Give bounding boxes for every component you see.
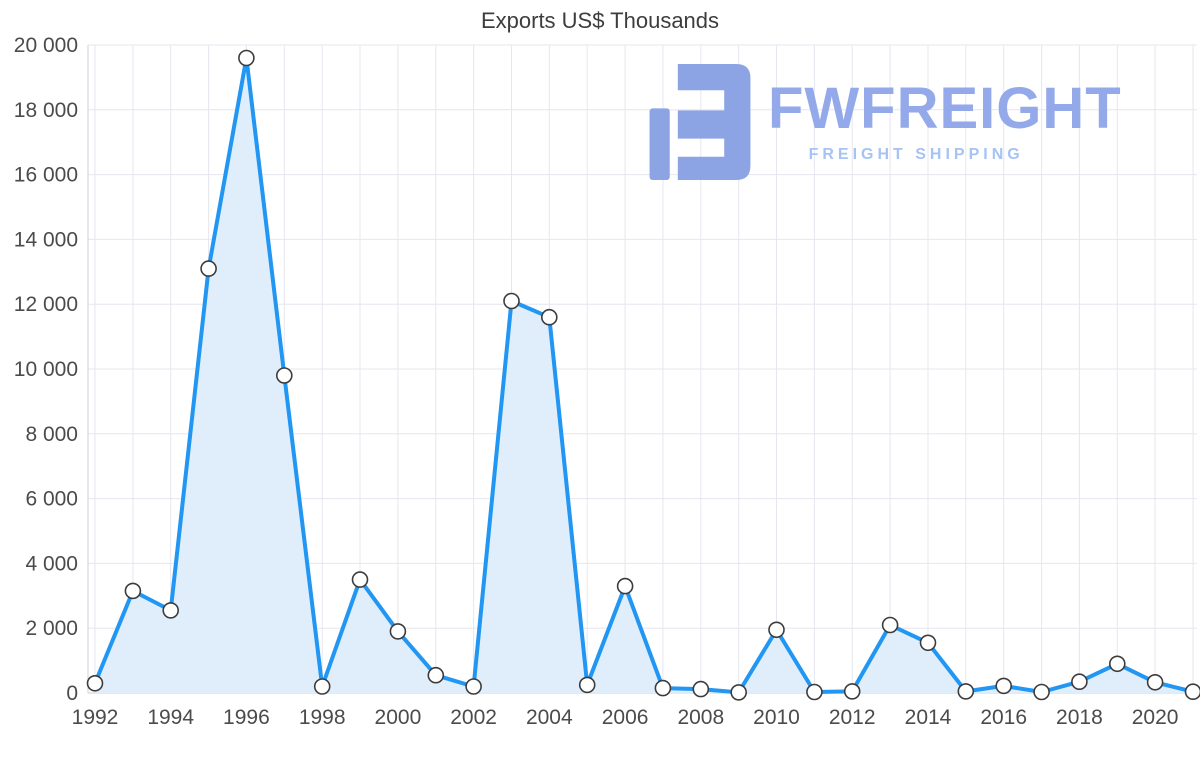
svg-text:2014: 2014 [905, 706, 952, 729]
svg-text:2016: 2016 [980, 706, 1027, 729]
svg-text:1996: 1996 [223, 706, 270, 729]
svg-text:2008: 2008 [677, 706, 724, 729]
svg-text:2004: 2004 [526, 706, 573, 729]
svg-text:2 000: 2 000 [25, 617, 78, 640]
svg-text:2012: 2012 [829, 706, 876, 729]
svg-text:14 000: 14 000 [14, 228, 78, 251]
svg-text:1994: 1994 [147, 706, 194, 729]
chart-title: Exports US$ Thousands [480, 8, 720, 33]
svg-text:2000: 2000 [375, 706, 422, 729]
svg-text:2006: 2006 [602, 706, 649, 729]
svg-text:20 000: 20 000 [14, 34, 78, 57]
svg-text:12 000: 12 000 [14, 293, 78, 316]
svg-text:1998: 1998 [299, 706, 346, 729]
svg-text:0: 0 [66, 682, 78, 705]
svg-text:6 000: 6 000 [25, 488, 78, 511]
svg-text:2020: 2020 [1132, 706, 1179, 729]
svg-text:2018: 2018 [1056, 706, 1103, 729]
svg-text:8 000: 8 000 [25, 423, 78, 446]
svg-text:2002: 2002 [450, 706, 497, 729]
svg-text:18 000: 18 000 [14, 99, 78, 122]
svg-text:10 000: 10 000 [14, 358, 78, 381]
svg-text:2010: 2010 [753, 706, 800, 729]
svg-text:16 000: 16 000 [14, 164, 78, 187]
svg-text:4 000: 4 000 [25, 552, 78, 575]
svg-text:1992: 1992 [72, 706, 119, 729]
